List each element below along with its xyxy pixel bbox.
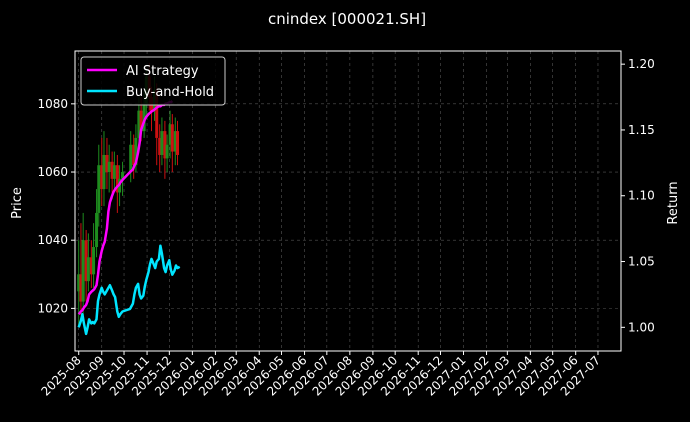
candle-body-34 — [170, 124, 174, 152]
legend-label-ai-strategy: AI Strategy — [126, 64, 199, 79]
y-left-tick-label-1: 1040 — [37, 233, 68, 247]
y-left-tick-label-0: 1020 — [37, 301, 68, 315]
candle-body-4 — [86, 257, 90, 282]
y-axis-right-label: Return — [666, 181, 681, 224]
y-axis-left-label: Price — [10, 187, 25, 219]
candle-body-9 — [100, 165, 104, 190]
candle-body-14 — [112, 165, 116, 179]
series — [77, 100, 181, 336]
candle-body-17 — [121, 172, 125, 179]
candle-body-22 — [139, 110, 143, 132]
candle-body-35 — [173, 131, 177, 152]
y-right-tick-label-4: 1.20 — [628, 57, 655, 71]
candle-body-8 — [97, 165, 101, 213]
candle-body-33 — [168, 124, 172, 145]
candle-body-5 — [89, 257, 93, 275]
candle-body-28 — [155, 90, 159, 138]
candle-body-3 — [84, 240, 88, 282]
candle-body-1 — [79, 274, 83, 302]
candle-body-2 — [81, 240, 85, 302]
candle-body-18 — [129, 144, 133, 173]
y-axis-left: 1020 1040 1060 1080 — [37, 97, 75, 315]
candle-body-0 — [77, 274, 81, 292]
candle-body-11 — [105, 154, 109, 173]
plot-frame — [74, 50, 622, 352]
candle-body-19 — [132, 144, 136, 166]
candle-body-23 — [142, 103, 146, 132]
candle-body-29 — [158, 137, 162, 155]
candle-body-13 — [110, 161, 114, 179]
x-axis: 2025-082025-092025-102025-112025-122026-… — [38, 351, 603, 399]
candle-body-6 — [92, 247, 96, 275]
candle-body-12 — [107, 161, 111, 173]
y-right-tick-label-2: 1.10 — [628, 189, 655, 203]
legend: AI Strategy Buy-and-Hold — [80, 56, 226, 106]
series-line-buy-and-hold — [77, 244, 181, 336]
series-line-ai-strategy — [77, 100, 174, 315]
candles — [77, 62, 180, 326]
chart-title: cnindex [000021.SH] — [268, 10, 426, 28]
candle-body-20 — [134, 137, 138, 166]
y-left-tick-label-3: 1080 — [37, 97, 68, 111]
y-right-tick-label-3: 1.15 — [628, 123, 655, 137]
y-right-tick-label-0: 1.00 — [628, 320, 655, 334]
candle-body-15 — [115, 165, 119, 193]
candle-body-31 — [163, 131, 167, 159]
candle-body-7 — [95, 212, 99, 248]
y-right-tick-label-1: 1.05 — [628, 255, 655, 269]
candle-body-10 — [102, 154, 106, 190]
y-left-tick-label-2: 1060 — [37, 165, 68, 179]
legend-label-buy-and-hold: Buy-and-Hold — [126, 85, 214, 100]
candle-body-30 — [160, 131, 164, 155]
candle-body-21 — [137, 110, 141, 138]
y-axis-right: 1.00 1.05 1.10 1.15 1.20 — [621, 57, 655, 334]
candle-body-32 — [165, 144, 169, 159]
candle-body-36 — [176, 131, 180, 155]
